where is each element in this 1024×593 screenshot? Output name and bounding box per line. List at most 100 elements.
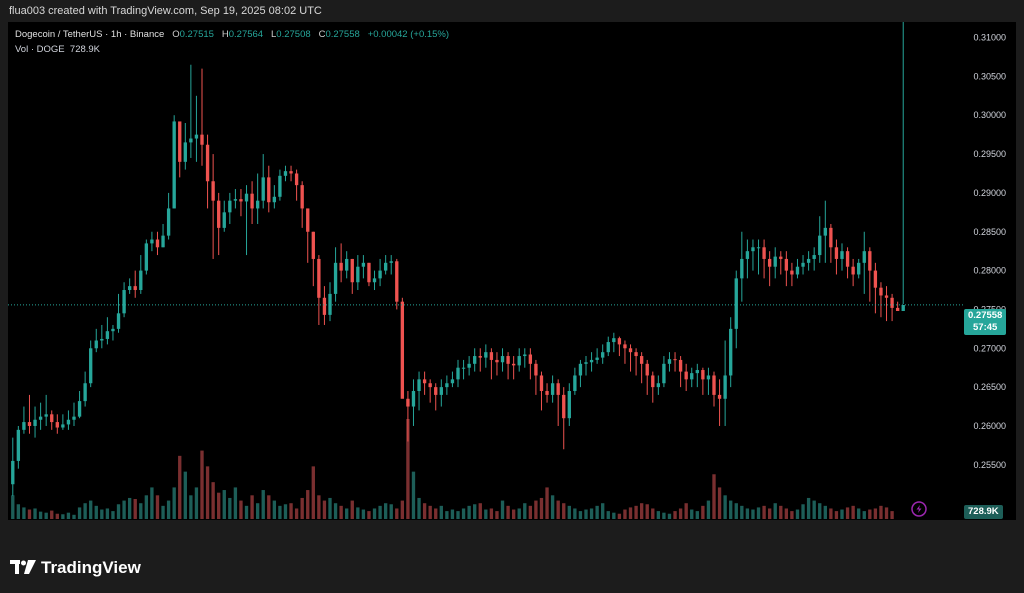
candle-body [139,270,143,291]
price-axis: 0.255000.260000.265000.270000.275000.280… [973,33,1006,470]
volume-bar [55,513,59,519]
candle-body [406,398,410,407]
lightning-icon[interactable] [911,501,927,517]
volume-bar [812,500,816,519]
volume-bar [105,508,110,519]
candle-body [767,258,772,267]
tradingview-logo-icon [10,560,36,574]
volume-bar [350,500,354,519]
volume-bar [862,511,866,519]
volume-bar [306,490,310,519]
candle-body [884,295,889,298]
candle-layer [11,22,905,496]
candle-body [717,394,722,399]
volume-bar [562,503,566,519]
candle-body [495,359,499,363]
candle-body [795,266,800,275]
volume-bar [584,509,588,519]
candle-body [578,363,583,376]
candle-body [651,375,655,388]
candle-body [606,342,610,353]
candle-body [155,239,160,248]
price-tick-label: 0.29000 [973,188,1006,198]
candle-body [751,247,755,252]
volume-bar [606,511,610,519]
volume-bar [178,455,182,519]
candle-body [645,363,649,376]
candle-body [845,251,850,267]
volume-bar [383,503,388,519]
candle-body [183,142,187,162]
volume-bar [717,487,722,519]
volume-bar [217,492,221,519]
candle-body [100,338,104,341]
candle-body [450,379,455,384]
volume-bar [523,503,527,519]
volume-bar [133,499,137,519]
candle-body [534,363,538,376]
volume-bar [77,507,82,519]
volume-bar [840,509,844,519]
volume-bar [183,471,187,519]
candle-body [161,235,165,248]
volume-bar [695,511,699,519]
candle-body [127,286,132,291]
candle-body [439,387,443,395]
candle-body [166,208,171,236]
volume-bar [556,500,560,519]
volume-bar [651,508,655,519]
candlestick-chart[interactable]: 0.255000.260000.265000.270000.275000.280… [8,22,1016,534]
volume-bar [255,503,260,519]
volume-bar [72,514,76,519]
candle-body [745,251,750,259]
candle-body [367,262,371,283]
candle-body [740,258,744,279]
volume-bar [389,504,393,519]
candle-body [27,422,32,426]
volume-bar [144,495,149,519]
price-tick-label: 0.26500 [973,382,1006,392]
candle-body [200,134,204,145]
footer [0,520,1024,593]
candle-body [250,193,254,209]
candle-body [678,359,683,372]
volume-bar [740,505,744,519]
candle-body [172,121,176,209]
candle-body [478,356,482,358]
volume-bar [172,487,176,519]
volume-bar [478,503,482,519]
volume-bar [706,500,711,519]
candle-body [83,383,87,402]
candle-body [556,383,560,395]
volume-bar [239,500,243,519]
volume-bar [22,507,26,519]
volume-bar [450,509,455,519]
candle-body [612,338,616,343]
volume-bar [211,482,215,519]
candle-body [89,348,93,384]
candle-body [16,429,21,461]
candle-body [528,354,533,364]
volume-bar [244,505,249,519]
volume-bar [66,512,71,519]
candle-body [189,138,193,143]
volume-bar [868,509,872,519]
chart-area[interactable]: 0.255000.260000.265000.270000.275000.280… [8,22,1016,534]
candle-body [434,387,438,395]
candle-body [673,359,677,361]
candle-body [901,304,905,311]
volume-bar [589,508,594,519]
volume-bar [116,504,121,519]
volume-bar [511,509,516,519]
volume-bar [601,503,605,519]
volume-bar [422,503,427,519]
volume-bar [439,505,443,519]
volume-bar [795,509,800,519]
volume-bar [16,504,21,519]
candle-body [868,251,872,271]
volume-bar [339,505,343,519]
volume-bar [879,505,883,519]
volume-bar [873,508,878,519]
candle-body [77,401,82,417]
tradingview-logo[interactable]: TradingView [10,558,141,578]
